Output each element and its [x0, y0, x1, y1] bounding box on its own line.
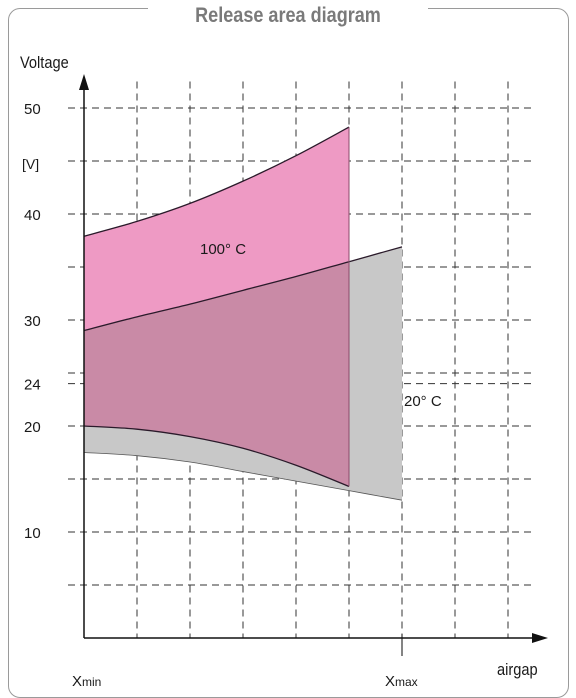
x-tick-max: Xmax [385, 673, 418, 690]
boundary-100c-upper [83, 126, 350, 237]
x-tick-min-label: X [72, 673, 82, 690]
title-background [148, 0, 428, 32]
series-label-100c: 100° C [200, 241, 246, 258]
labels: Voltage [V] airgap Xmin Xmax 100° C 20° … [20, 54, 538, 690]
x-tick-min: Xmin [72, 673, 101, 690]
boundary-100c-lower [83, 425, 350, 488]
y-tick-label: 50 [24, 101, 41, 118]
axes [79, 74, 548, 656]
series-label-20c: 20° C [404, 393, 442, 410]
y-tick-label: 20 [24, 419, 41, 436]
release-areas [83, 126, 403, 501]
y-axis-arrow [79, 74, 89, 90]
y-tick-label: 30 [24, 313, 41, 330]
x-tick-max-label: X [385, 673, 395, 690]
boundary-20c-lower [83, 452, 403, 501]
x-tick-max-sub: max [395, 675, 418, 689]
y-tick-label: 10 [24, 525, 41, 542]
x-tick-min-sub: min [82, 675, 101, 689]
x-axis-label: airgap [497, 661, 538, 679]
y-tick-label: 40 [24, 207, 41, 224]
y-axis-unit: [V] [22, 156, 39, 172]
chart-title: Release area diagram [195, 4, 381, 27]
y-tick-label: 24 [24, 377, 41, 394]
x-axis-arrow [532, 633, 548, 643]
y-axis-label: Voltage [20, 54, 69, 72]
